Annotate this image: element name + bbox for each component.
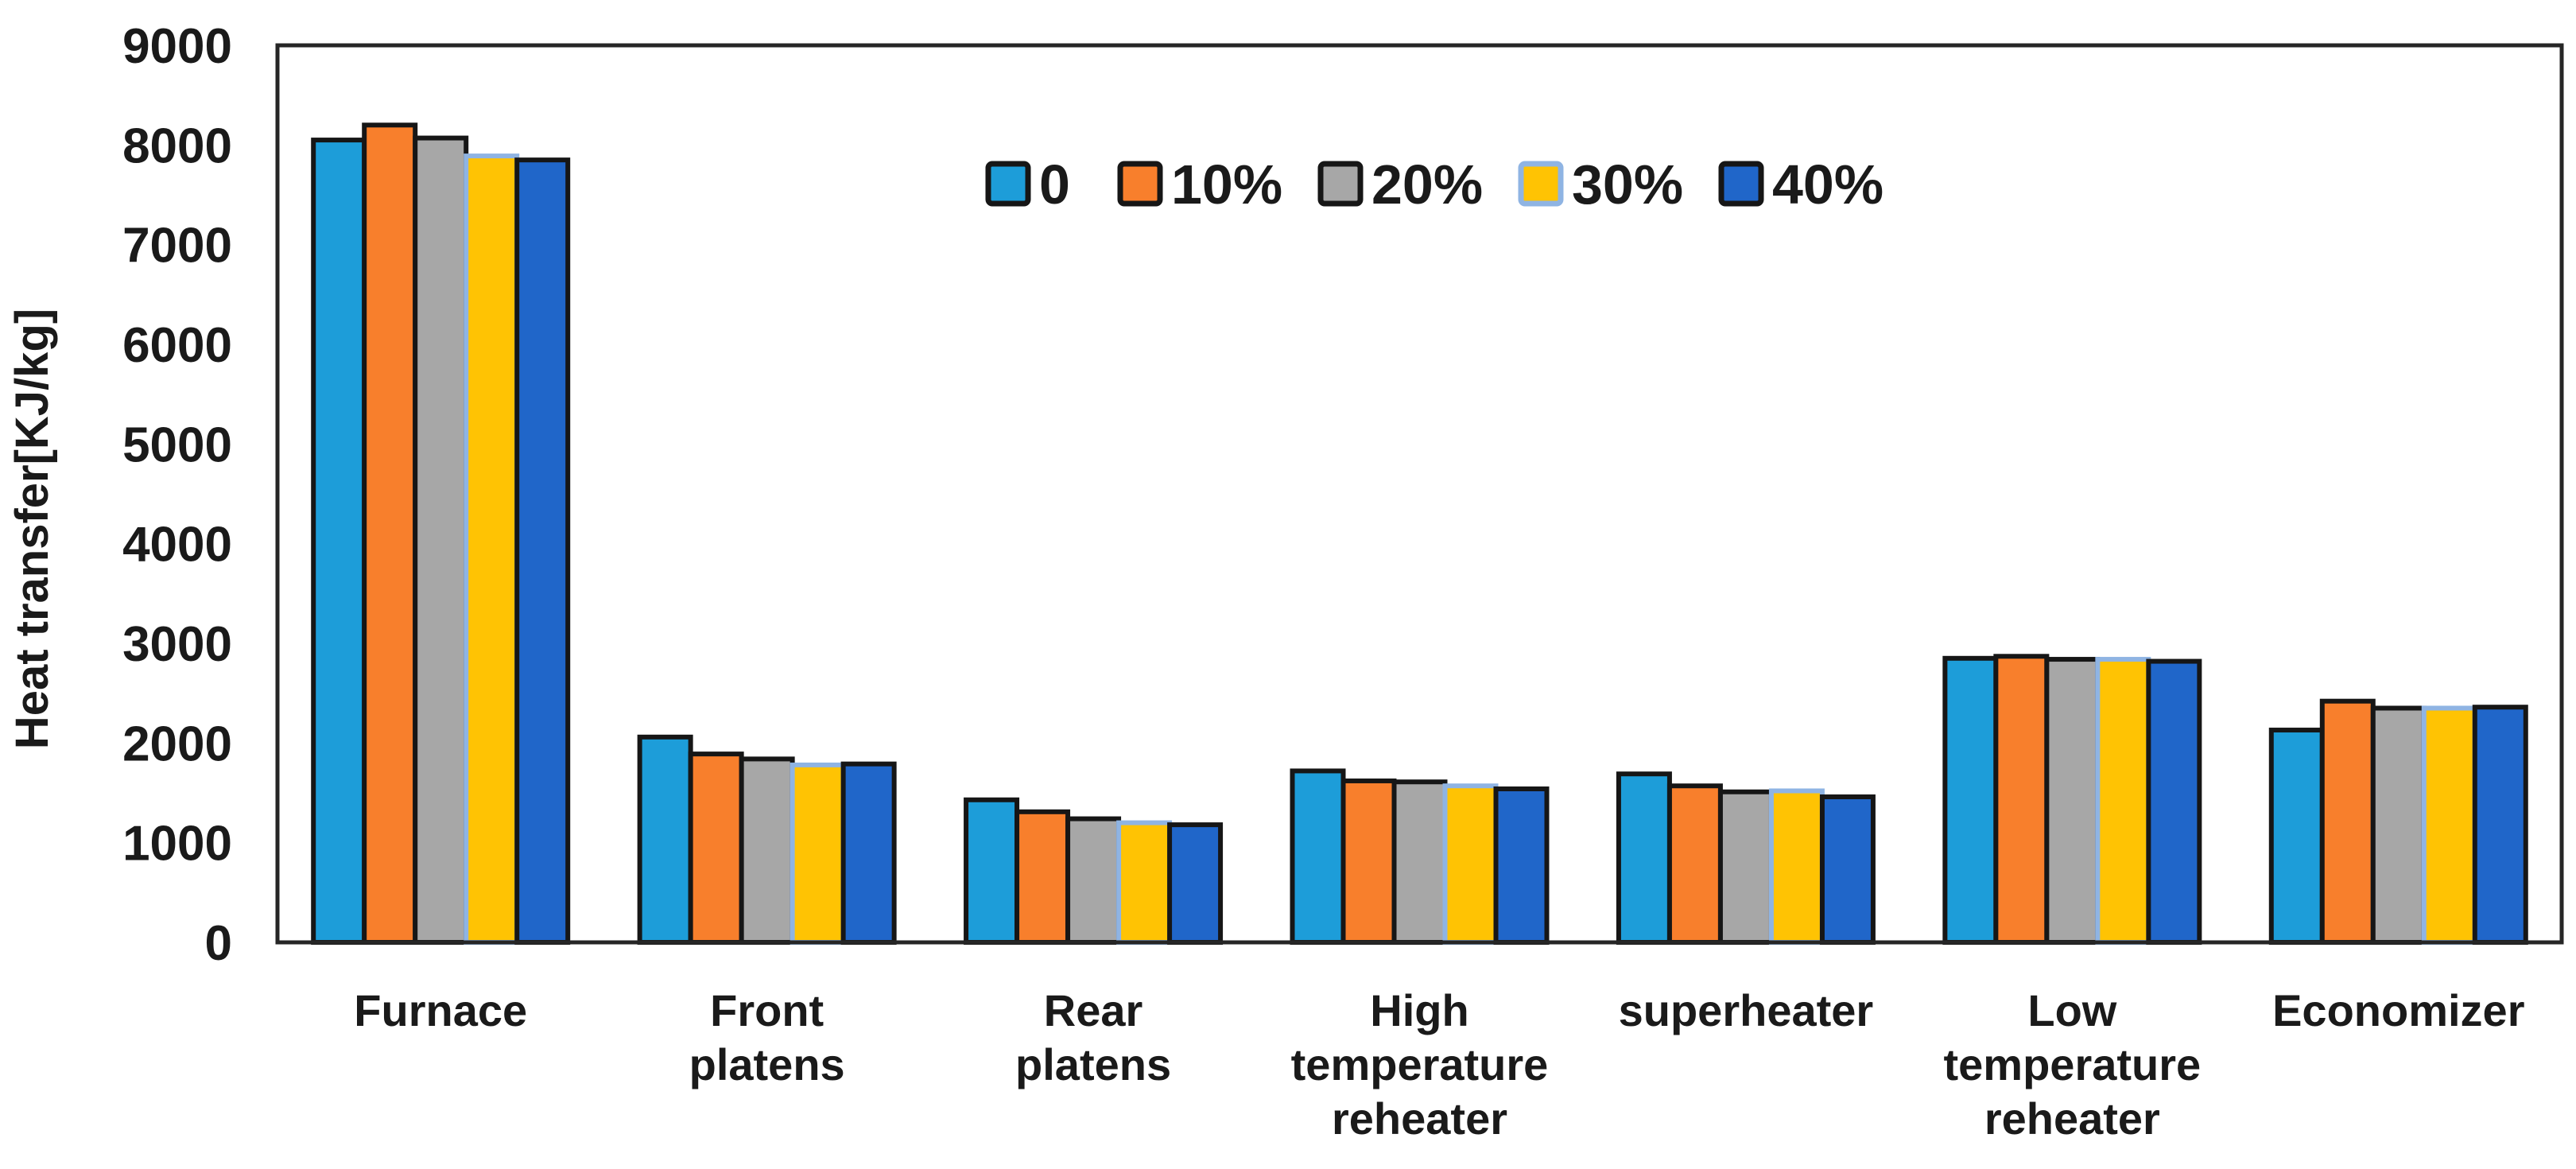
- bar-10%-economizer: [2319, 698, 2376, 946]
- y-tick-label: 8000: [122, 118, 232, 173]
- category-label-low-temperature-reheater: Low temperature reheater: [1944, 985, 2202, 1144]
- bar-20%-economizer: [2370, 705, 2427, 945]
- y-tick-label: 6000: [122, 318, 232, 373]
- bar-0-front-platens: [637, 734, 693, 946]
- legend-label: 40%: [1772, 153, 1884, 216]
- bar-40%-front-platens: [840, 761, 897, 945]
- legend-swatch-40%: [1718, 161, 1764, 207]
- bar-30%-economizer: [2421, 705, 2477, 945]
- category-label-rear-platens: Rear platens: [1015, 985, 1171, 1089]
- y-axis-title: Heat transfer[KJ/kg]: [6, 309, 58, 749]
- bar-30%-low-temperature-reheater: [2095, 657, 2151, 945]
- y-tick-label: 5000: [122, 418, 232, 472]
- bar-30%-furnace: [464, 153, 520, 945]
- bar-40%-rear-platens: [1167, 822, 1224, 946]
- bar-10%-front-platens: [688, 752, 744, 945]
- y-tick-label: 1000: [122, 817, 232, 872]
- y-tick-label: 4000: [122, 518, 232, 573]
- legend-swatch-20%: [1317, 161, 1364, 207]
- bar-40%-economizer: [2472, 705, 2528, 945]
- category-label-superheater: superheater: [1619, 985, 1874, 1035]
- category-label-furnace: Furnace: [354, 985, 527, 1035]
- y-tick-label: 0: [205, 916, 232, 971]
- bar-0-furnace: [311, 138, 367, 946]
- y-tick-label: 9000: [122, 19, 232, 74]
- bar-20%-low-temperature-reheater: [2044, 657, 2101, 945]
- bar-40%-low-temperature-reheater: [2146, 658, 2202, 945]
- bar-30%-high-temperature-reheater: [1442, 783, 1499, 946]
- legend-swatch-30%: [1518, 161, 1564, 207]
- y-tick-label: 3000: [122, 617, 232, 672]
- category-label-high-temperature-reheater: High temperature reheater: [1291, 985, 1549, 1144]
- bar-20%-superheater: [1717, 789, 1774, 945]
- bar-40%-superheater: [1819, 794, 1876, 945]
- bar-0-superheater: [1616, 771, 1672, 945]
- legend-label: 20%: [1371, 153, 1483, 216]
- bar-30%-rear-platens: [1116, 820, 1173, 945]
- legend-label: 10%: [1171, 153, 1282, 216]
- bar-0-high-temperature-reheater: [1290, 768, 1346, 946]
- y-tick-label: 7000: [122, 219, 232, 274]
- legend-swatch-0: [985, 161, 1031, 207]
- bar-30%-front-platens: [789, 762, 846, 946]
- bar-10%-low-temperature-reheater: [1993, 654, 2050, 945]
- category-label-economizer: Economizer: [2272, 985, 2524, 1035]
- bar-0-economizer: [2268, 728, 2325, 945]
- y-tick-label: 2000: [122, 717, 232, 771]
- bar-20%-furnace: [413, 135, 469, 945]
- bar-0-rear-platens: [964, 797, 1020, 945]
- bar-10%-rear-platens: [1014, 809, 1071, 946]
- bar-40%-high-temperature-reheater: [1493, 786, 1550, 946]
- bar-20%-high-temperature-reheater: [1391, 779, 1448, 945]
- legend-label: 0: [1039, 153, 1070, 216]
- bar-10%-superheater: [1666, 783, 1723, 946]
- bar-20%-front-platens: [739, 756, 795, 945]
- legend-label: 30%: [1572, 153, 1683, 216]
- bar-30%-superheater: [1768, 788, 1825, 946]
- legend-swatch-10%: [1117, 161, 1163, 207]
- bar-40%-furnace: [514, 157, 571, 945]
- category-label-front-platens: Front platens: [689, 985, 845, 1089]
- bar-20%-rear-platens: [1065, 816, 1122, 945]
- bar-10%-high-temperature-reheater: [1340, 778, 1397, 946]
- bar-10%-furnace: [362, 122, 418, 945]
- bar-0-low-temperature-reheater: [1942, 655, 1999, 945]
